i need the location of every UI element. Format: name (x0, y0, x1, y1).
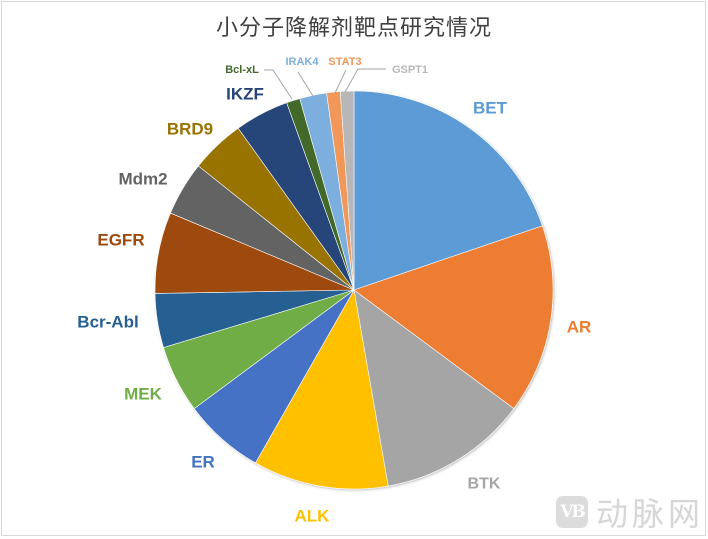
pie-slice-btk (353, 289, 515, 487)
data-label-gspt1: GSPT1 (392, 64, 428, 76)
pie-slice-gspt1 (339, 90, 355, 291)
chart-title: 小分子降解剂靶点研究情况 (215, 16, 492, 41)
data-label-bcr-abl: Bcr-Abl (77, 313, 138, 332)
pie-slice-alk (255, 289, 389, 490)
watermark-logo-icon: VB (556, 496, 588, 528)
data-labels: BET AR BTK ALK ER MEK Bcr-Abl EGFR Mdm2 BRD9 IKZF B… (77, 56, 591, 526)
watermark: VB 动脉网 (556, 492, 705, 533)
pie-slice-ar (353, 225, 554, 410)
pie-slice-bet (353, 90, 543, 291)
data-label-brd9: BRD9 (167, 120, 213, 139)
data-label-bcl-xl: Bcl-xL (225, 64, 259, 76)
data-label-egfr: EGFR (97, 231, 144, 250)
leader-line (344, 68, 386, 93)
leader-line (297, 71, 314, 97)
leader-line (334, 69, 347, 94)
watermark-text: 动脉网 (596, 495, 705, 533)
leader-lines (264, 68, 386, 100)
data-label-er: ER (191, 453, 215, 472)
data-label-mek: MEK (124, 385, 163, 404)
data-label-mdm2: Mdm2 (118, 170, 167, 189)
data-label-stat3: STAT3 (328, 56, 361, 68)
data-label-irak4: IRAK4 (285, 56, 319, 68)
data-label-ar: AR (567, 318, 592, 337)
leader-line (264, 69, 293, 100)
data-label-ikzf: IKZF (226, 85, 264, 104)
pie-slices (154, 90, 554, 490)
data-label-btk: BTK (468, 476, 501, 493)
data-label-alk: ALK (295, 507, 331, 526)
data-label-bet: BET (473, 99, 508, 118)
